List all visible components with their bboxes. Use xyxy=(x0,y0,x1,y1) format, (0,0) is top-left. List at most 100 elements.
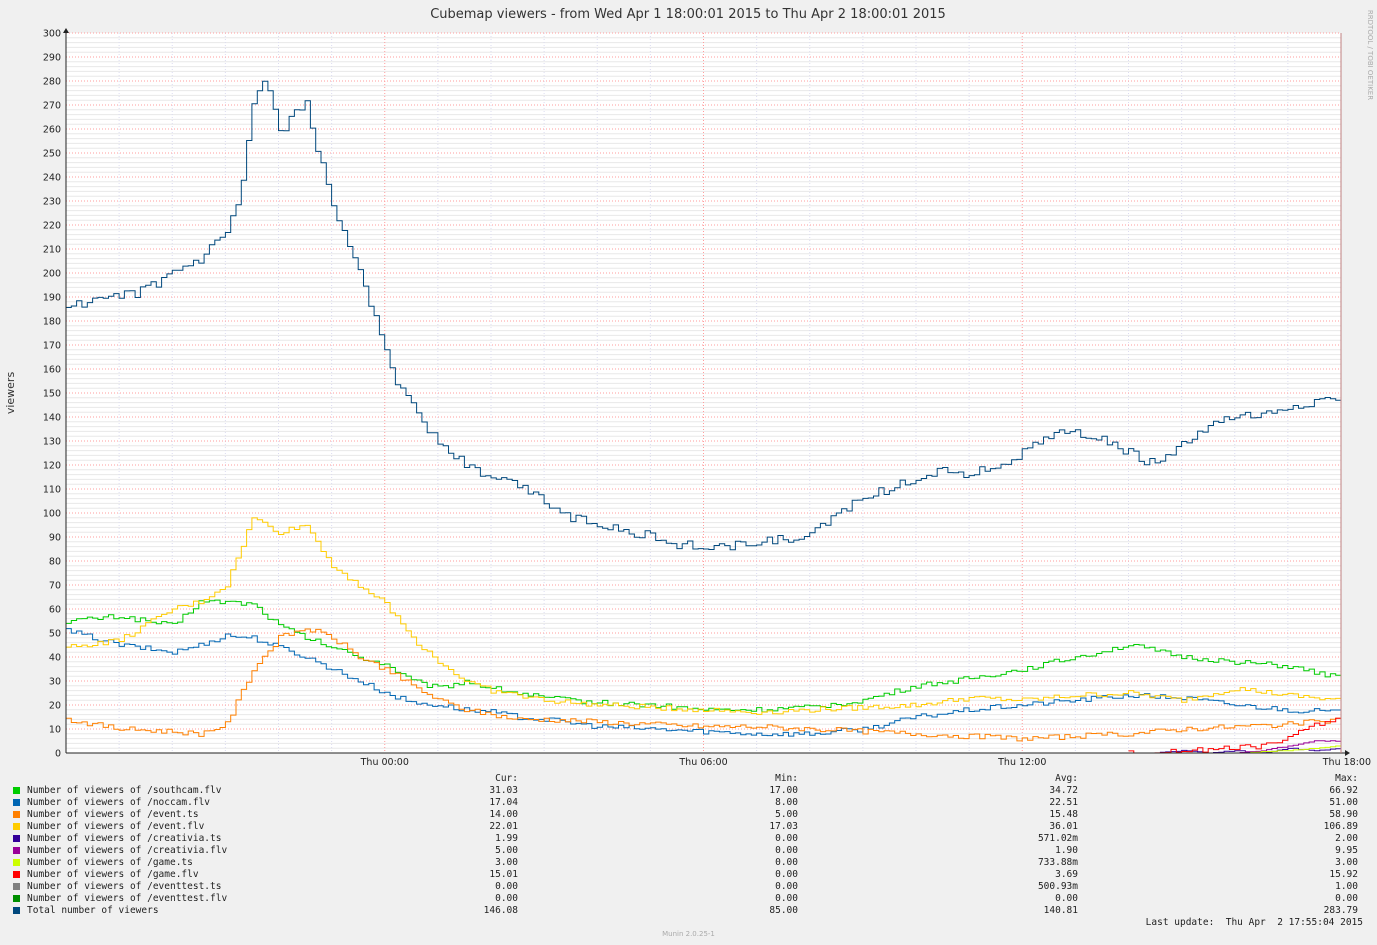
legend-header-max: Max: xyxy=(1335,773,1358,784)
legend-avg: 571.02m xyxy=(1037,833,1078,844)
legend-avg: 15.48 xyxy=(1049,809,1078,820)
y-axis-ticks: 0 10 20 30 40 50 60 70 80 90 100 110 120 130 140 150 160… xyxy=(43,29,61,760)
legend-row: Total number of viewers 146.08 85.00 140.81… xyxy=(0,905,1377,917)
x-tick-label: Thu 18:00 xyxy=(1322,757,1371,768)
legend-swatch xyxy=(13,799,20,806)
legend-row: Number of viewers of /game.flv 15.01 0.00 3… xyxy=(0,869,1377,881)
legend-min: 17.03 xyxy=(769,821,798,832)
legend-swatch xyxy=(13,859,20,866)
y-tick-label: 150 xyxy=(43,389,61,400)
y-tick-label: 30 xyxy=(49,677,61,688)
legend-avg: 500.93m xyxy=(1037,881,1078,892)
y-tick-label: 220 xyxy=(43,221,61,232)
legend-avg: 3.69 xyxy=(1055,869,1078,880)
legend-swatch xyxy=(13,811,20,818)
legend-max: 1.00 xyxy=(1335,881,1358,892)
x-tick-label: Thu 06:00 xyxy=(678,757,727,768)
legend-min: 0.00 xyxy=(775,833,798,844)
legend-cur: 0.00 xyxy=(495,881,518,892)
series-line xyxy=(1128,717,1342,754)
legend-max: 66.92 xyxy=(1329,785,1358,796)
legend-header-min: Min: xyxy=(775,773,798,784)
legend-avg: 36.01 xyxy=(1049,821,1078,832)
legend-cur: 0.00 xyxy=(495,893,518,904)
legend-min: 0.00 xyxy=(775,869,798,880)
y-tick-label: 300 xyxy=(43,29,61,40)
major-grid xyxy=(66,32,1341,753)
y-tick-label: 10 xyxy=(49,725,61,736)
series-line xyxy=(66,628,1342,742)
legend-name: Number of viewers of /eventtest.flv xyxy=(27,893,228,904)
legend-cur: 1.99 xyxy=(495,833,518,844)
legend-min: 5.00 xyxy=(775,809,798,820)
series-line xyxy=(66,517,1342,715)
legend-row: Number of viewers of /creativia.ts 1.99 0.… xyxy=(0,833,1377,845)
y-tick-label: 280 xyxy=(43,77,61,88)
y-tick-label: 90 xyxy=(49,533,61,544)
y-tick-label: 50 xyxy=(49,629,61,640)
legend-name: Total number of viewers xyxy=(27,905,159,916)
legend-max: 58.90 xyxy=(1329,809,1358,820)
legend-max: 0.00 xyxy=(1335,893,1358,904)
legend-name: Number of viewers of /noccam.flv xyxy=(27,797,211,808)
legend-cur: 22.01 xyxy=(489,821,518,832)
legend-cur: 5.00 xyxy=(495,845,518,856)
y-tick-label: 210 xyxy=(43,245,61,256)
legend-avg: 34.72 xyxy=(1049,785,1078,796)
y-tick-label: 100 xyxy=(43,509,61,520)
legend-name: Number of viewers of /eventtest.ts xyxy=(27,881,222,892)
chart-title: Cubemap viewers - from Wed Apr 1 18:00:0… xyxy=(430,7,946,22)
legend-swatch xyxy=(13,883,20,890)
legend-header-avg: Avg: xyxy=(1055,773,1078,784)
rrdtool-credit: RRDTOOL / TOBI OETIKER xyxy=(1366,10,1374,100)
legend-swatch xyxy=(13,847,20,854)
legend-name: Number of viewers of /southcam.flv xyxy=(27,785,222,796)
x-tick-label: Thu 12:00 xyxy=(997,757,1046,768)
y-tick-label: 180 xyxy=(43,317,61,328)
y-tick-label: 140 xyxy=(43,413,61,424)
legend-min: 17.00 xyxy=(769,785,798,796)
legend-cur: 15.01 xyxy=(489,869,518,880)
x-axis-arrow xyxy=(1345,750,1350,756)
y-tick-label: 120 xyxy=(43,461,61,472)
legend-swatch xyxy=(13,895,20,902)
legend-row: Number of viewers of /eventtest.flv 0.00 0… xyxy=(0,893,1377,905)
y-tick-label: 40 xyxy=(49,653,61,664)
legend-row: Number of viewers of /event.ts 14.00 5.00 1… xyxy=(0,809,1377,821)
y-axis-label: viewers xyxy=(4,372,17,415)
munin-version: Munin 2.0.25-1 xyxy=(662,930,715,938)
y-tick-label: 290 xyxy=(43,53,61,64)
y-tick-label: 60 xyxy=(49,605,61,616)
legend-max: 2.00 xyxy=(1335,833,1358,844)
y-tick-label: 260 xyxy=(43,125,61,136)
legend-cur: 3.00 xyxy=(495,857,518,868)
legend-row: Number of viewers of /creativia.flv 5.00 0… xyxy=(0,845,1377,857)
y-tick-label: 250 xyxy=(43,149,61,160)
y-tick-label: 240 xyxy=(43,173,61,184)
legend-name: Number of viewers of /event.ts xyxy=(27,809,199,820)
y-tick-label: 230 xyxy=(43,197,61,208)
legend-max: 283.79 xyxy=(1323,905,1358,916)
legend-avg: 733.88m xyxy=(1037,857,1078,868)
legend-row: Number of viewers of /noccam.flv 17.04 8.0… xyxy=(0,797,1377,809)
series-line xyxy=(66,80,1342,551)
y-tick-label: 70 xyxy=(49,581,61,592)
legend-cur: 31.03 xyxy=(489,785,518,796)
x-tick-label: Thu 00:00 xyxy=(360,757,409,768)
legend-row: Number of viewers of /southcam.flv 31.03 1… xyxy=(0,785,1377,797)
series-line xyxy=(1234,745,1342,754)
legend-max: 9.95 xyxy=(1335,845,1358,856)
legend-swatch xyxy=(13,835,20,842)
legend-max: 106.89 xyxy=(1323,821,1358,832)
y-tick-label: 20 xyxy=(49,701,61,712)
y-tick-label: 80 xyxy=(49,557,61,568)
y-tick-label: 200 xyxy=(43,269,61,280)
legend-avg: 1.90 xyxy=(1055,845,1078,856)
legend-swatch xyxy=(13,787,20,794)
legend-cur: 146.08 xyxy=(483,905,518,916)
y-tick-label: 190 xyxy=(43,293,61,304)
legend-avg: 22.51 xyxy=(1049,797,1078,808)
legend-row: Number of viewers of /event.flv 22.01 17.0… xyxy=(0,821,1377,833)
legend-min: 0.00 xyxy=(775,881,798,892)
y-axis-arrow xyxy=(63,28,69,33)
